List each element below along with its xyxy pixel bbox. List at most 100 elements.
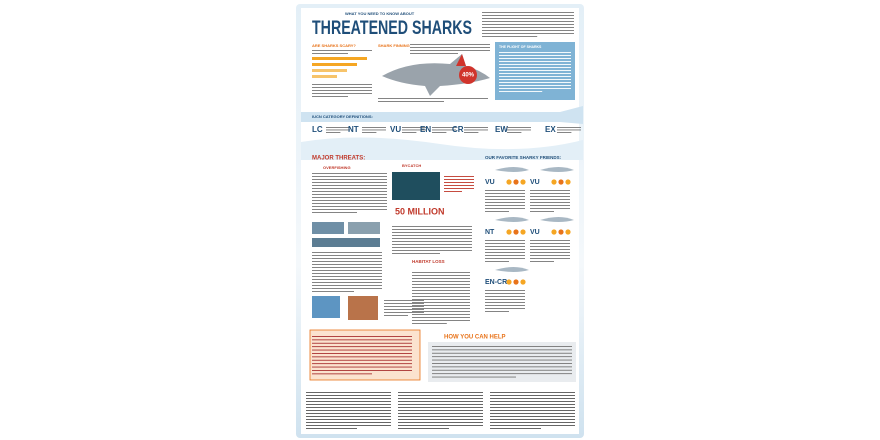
text-line <box>312 346 412 348</box>
text-line <box>482 36 538 37</box>
text-line <box>490 422 575 423</box>
text-line <box>398 419 483 420</box>
text-line <box>530 199 570 200</box>
text-line <box>485 202 525 203</box>
text-line <box>432 373 572 375</box>
text-line <box>306 404 391 405</box>
text-line <box>306 428 357 429</box>
text-line <box>490 404 575 405</box>
text-line <box>312 93 372 94</box>
text-line <box>530 243 570 244</box>
text-line <box>530 240 570 241</box>
text-line <box>499 91 543 92</box>
text-line <box>392 226 472 227</box>
text-line <box>312 356 412 358</box>
wave-band <box>301 137 583 160</box>
text-line <box>485 249 525 250</box>
text-line <box>485 261 509 262</box>
status-dot <box>513 279 519 285</box>
text-line <box>464 132 479 133</box>
text-line <box>485 208 525 209</box>
status-dot <box>506 179 512 185</box>
text-line <box>485 302 525 303</box>
fin-highlight <box>456 54 466 66</box>
text-line <box>384 312 424 313</box>
text-line <box>412 320 470 321</box>
text-line <box>306 422 391 423</box>
text-line <box>412 305 470 306</box>
text-line <box>490 392 575 393</box>
text-line <box>485 196 525 197</box>
text-line <box>312 87 372 88</box>
text-line <box>557 132 572 133</box>
text-line <box>530 193 570 194</box>
text-line <box>485 243 525 244</box>
text-line <box>306 419 391 420</box>
text-line <box>499 88 571 89</box>
text-line <box>312 212 357 213</box>
text-line <box>499 67 571 68</box>
text-line <box>432 349 572 351</box>
status-dot <box>506 229 512 235</box>
text-line <box>398 413 483 414</box>
text-line <box>507 132 522 133</box>
text-line <box>499 55 571 56</box>
text-line <box>482 21 574 22</box>
text-line <box>499 76 571 77</box>
status-code: NT <box>485 229 495 236</box>
text-line <box>392 229 472 230</box>
text-line <box>312 209 387 210</box>
text-line <box>432 359 572 361</box>
photo <box>312 238 380 247</box>
text-line <box>530 196 570 197</box>
text-line <box>499 70 571 71</box>
text-line <box>384 306 424 307</box>
text-line <box>485 299 525 300</box>
text-line <box>392 253 440 254</box>
text-line <box>312 276 382 277</box>
text-line <box>432 352 572 354</box>
text-line <box>557 127 581 128</box>
bycatch-stat: 50 MILLION <box>395 206 445 216</box>
text-line <box>362 132 377 133</box>
action-box <box>309 329 421 381</box>
status-dot <box>565 229 571 235</box>
text-line <box>530 258 570 259</box>
text-line <box>499 73 571 74</box>
text-line <box>444 176 474 177</box>
text-line <box>306 416 391 417</box>
habitat-heading: HABITAT LOSS <box>412 259 445 264</box>
text-line <box>432 127 456 128</box>
scary-heading: ARE SHARKS SCARY? <box>312 43 356 48</box>
text-line <box>392 235 472 236</box>
text-line <box>482 27 574 28</box>
help-heading: HOW YOU CAN HELP <box>444 335 506 341</box>
text-line <box>490 395 575 396</box>
text-line <box>312 255 382 256</box>
text-line <box>392 244 472 245</box>
iucn-code: EN <box>420 125 431 134</box>
text-line <box>312 373 372 375</box>
text-line <box>412 314 470 315</box>
text-line <box>490 413 575 414</box>
text-line <box>326 132 341 133</box>
status-code: VU <box>530 179 540 186</box>
text-line <box>378 98 488 99</box>
text-line <box>530 249 570 250</box>
text-line <box>398 422 483 423</box>
text-line <box>485 246 525 247</box>
text-line <box>485 252 525 253</box>
shark-silhouette <box>495 167 529 172</box>
text-line <box>402 129 426 131</box>
text-line <box>530 208 570 209</box>
text-line <box>432 132 447 133</box>
text-line <box>312 179 387 180</box>
bar-graphic <box>312 75 337 78</box>
text-line <box>444 179 474 180</box>
text-line <box>306 392 391 393</box>
finning-heading: SHARK FINNING <box>378 43 410 48</box>
iucn-code: LC <box>312 125 323 134</box>
text-line <box>412 296 470 297</box>
text-line <box>312 291 354 292</box>
